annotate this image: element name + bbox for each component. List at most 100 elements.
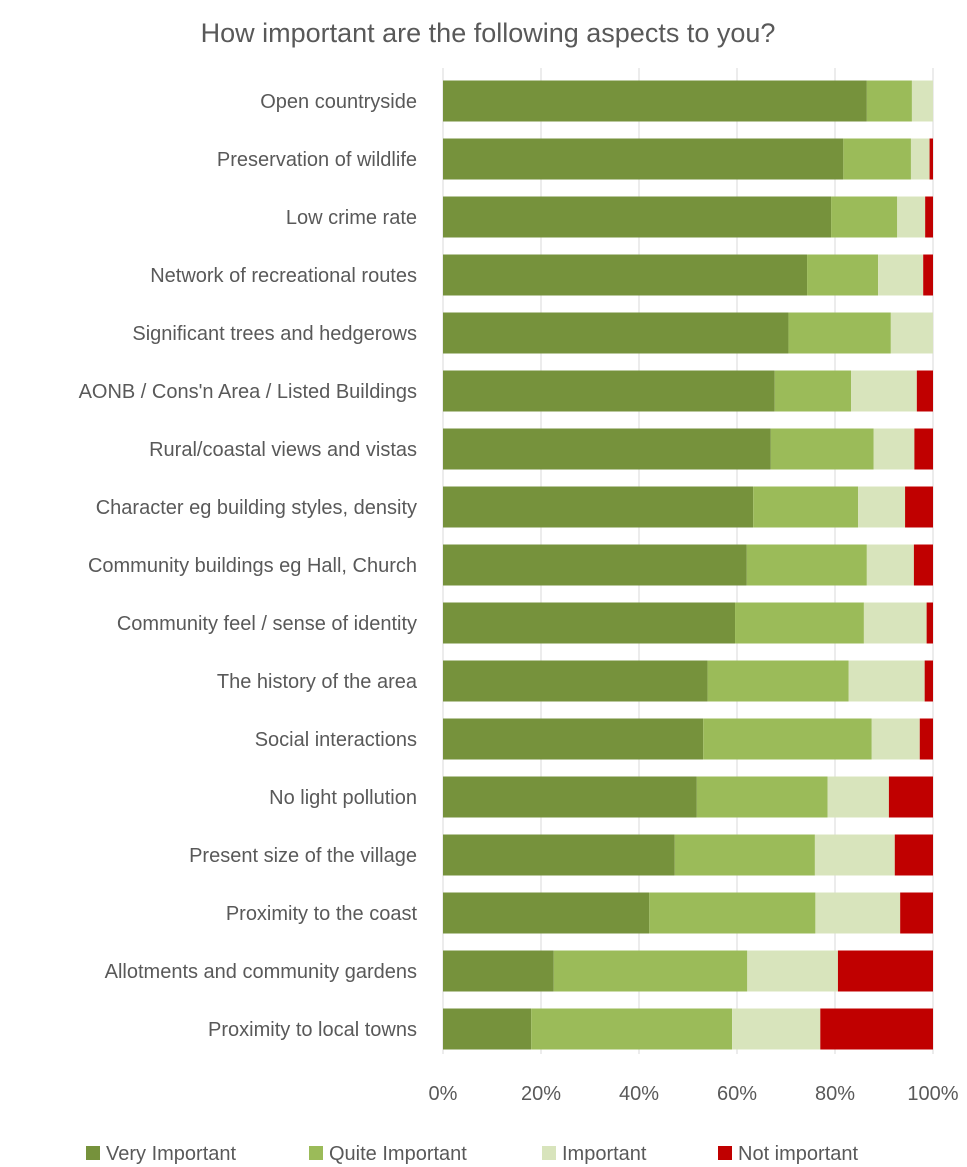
bar-segment [866,80,912,122]
legend-swatch [86,1146,100,1160]
bar-segment [843,138,911,180]
bar-row [443,950,933,992]
bar-segment [649,892,816,934]
bar-segment [443,776,697,818]
legend-item: Very Important [86,1143,237,1165]
category-label: The history of the area [217,671,418,693]
legend-item: Quite Important [309,1143,467,1165]
bar-segment [924,660,933,702]
legend: Very Important Quite Important Important No… [86,1143,858,1165]
bar-row [443,428,933,470]
bar-segment [871,718,920,760]
legend-label: Not important [738,1143,858,1165]
bar-row [443,718,933,760]
bar-segment [443,370,775,412]
bar-row [443,544,933,586]
bar-segment [443,254,808,296]
bar-row [443,602,933,644]
bar-segment [851,370,917,412]
category-label: Character eg building styles, density [96,497,417,519]
bar-segment [815,892,901,934]
bar-segment [696,776,828,818]
category-label: Rural/coastal views and vistas [149,439,417,461]
bar-row [443,892,933,934]
bar-segment [837,950,933,992]
legend-label: Very Important [106,1143,237,1165]
bar-segment [863,602,927,644]
bar-segment [923,254,933,296]
bar-segment [703,718,872,760]
bar-segment [910,138,930,180]
bar-segment [674,834,815,876]
bar-segment [788,312,891,354]
bar-segment [443,1008,532,1050]
bar-segment [878,254,924,296]
bar-segment [820,1008,933,1050]
bar-segment [911,80,933,122]
bar-segment [747,950,838,992]
x-tick-label: 20% [521,1083,561,1105]
bar-row [443,254,933,296]
bar-segment [443,80,867,122]
bar-segment [753,486,859,528]
legend-item: Not important [718,1143,858,1165]
x-tick-label: 80% [815,1083,855,1105]
bar-segment [443,718,704,760]
bar-segment [443,892,650,934]
bar-segment [553,950,748,992]
bar-segment [929,138,933,180]
bar-segment [443,660,708,702]
bar-segment [873,428,915,470]
bar-segment [443,834,675,876]
bars [443,80,933,1050]
bar-segment [827,776,889,818]
bar-segment [774,370,852,412]
bar-segment [848,660,925,702]
bar-row [443,834,933,876]
category-label: Preservation of wildlife [217,149,417,171]
category-label: Community buildings eg Hall, Church [88,555,417,577]
bar-segment [905,486,933,528]
legend-swatch [542,1146,556,1160]
category-label: Proximity to the coast [226,903,418,925]
legend-label: Quite Important [329,1143,467,1165]
category-label: Proximity to local towns [208,1019,417,1041]
category-label: Significant trees and hedgerows [132,323,417,345]
category-label: Present size of the village [189,845,417,867]
category-label: Open countryside [260,91,417,113]
x-axis-ticks: 0% 20% 40% 60% 80% 100% [429,1083,959,1105]
category-label: Low crime rate [286,207,417,229]
category-label: Community feel / sense of identity [117,613,417,635]
bar-row [443,312,933,354]
bar-segment [916,370,933,412]
legend-item: Important [542,1143,647,1165]
bar-row [443,1008,933,1050]
bar-row [443,138,933,180]
bar-segment [858,486,906,528]
bar-row [443,80,933,122]
bar-segment [900,892,933,934]
category-label: Network of recreational routes [150,265,417,287]
bar-segment [443,950,554,992]
bar-row [443,370,933,412]
bar-segment [443,312,789,354]
x-tick-label: 40% [619,1083,659,1105]
bar-segment [894,834,933,876]
bar-segment [443,138,844,180]
bar-segment [443,428,771,470]
legend-label: Important [562,1143,647,1165]
bar-segment [926,602,933,644]
category-label: No light pollution [269,787,417,809]
bar-segment [914,428,933,470]
bar-segment [770,428,874,470]
category-label: Social interactions [255,729,417,751]
bar-row [443,486,933,528]
bar-row [443,196,933,238]
bar-segment [732,1008,821,1050]
bar-segment [443,602,736,644]
bar-segment [897,196,926,238]
bar-segment [888,776,933,818]
x-tick-label: 60% [717,1083,757,1105]
chart-title: How important are the following aspects … [201,18,776,48]
bar-segment [913,544,933,586]
